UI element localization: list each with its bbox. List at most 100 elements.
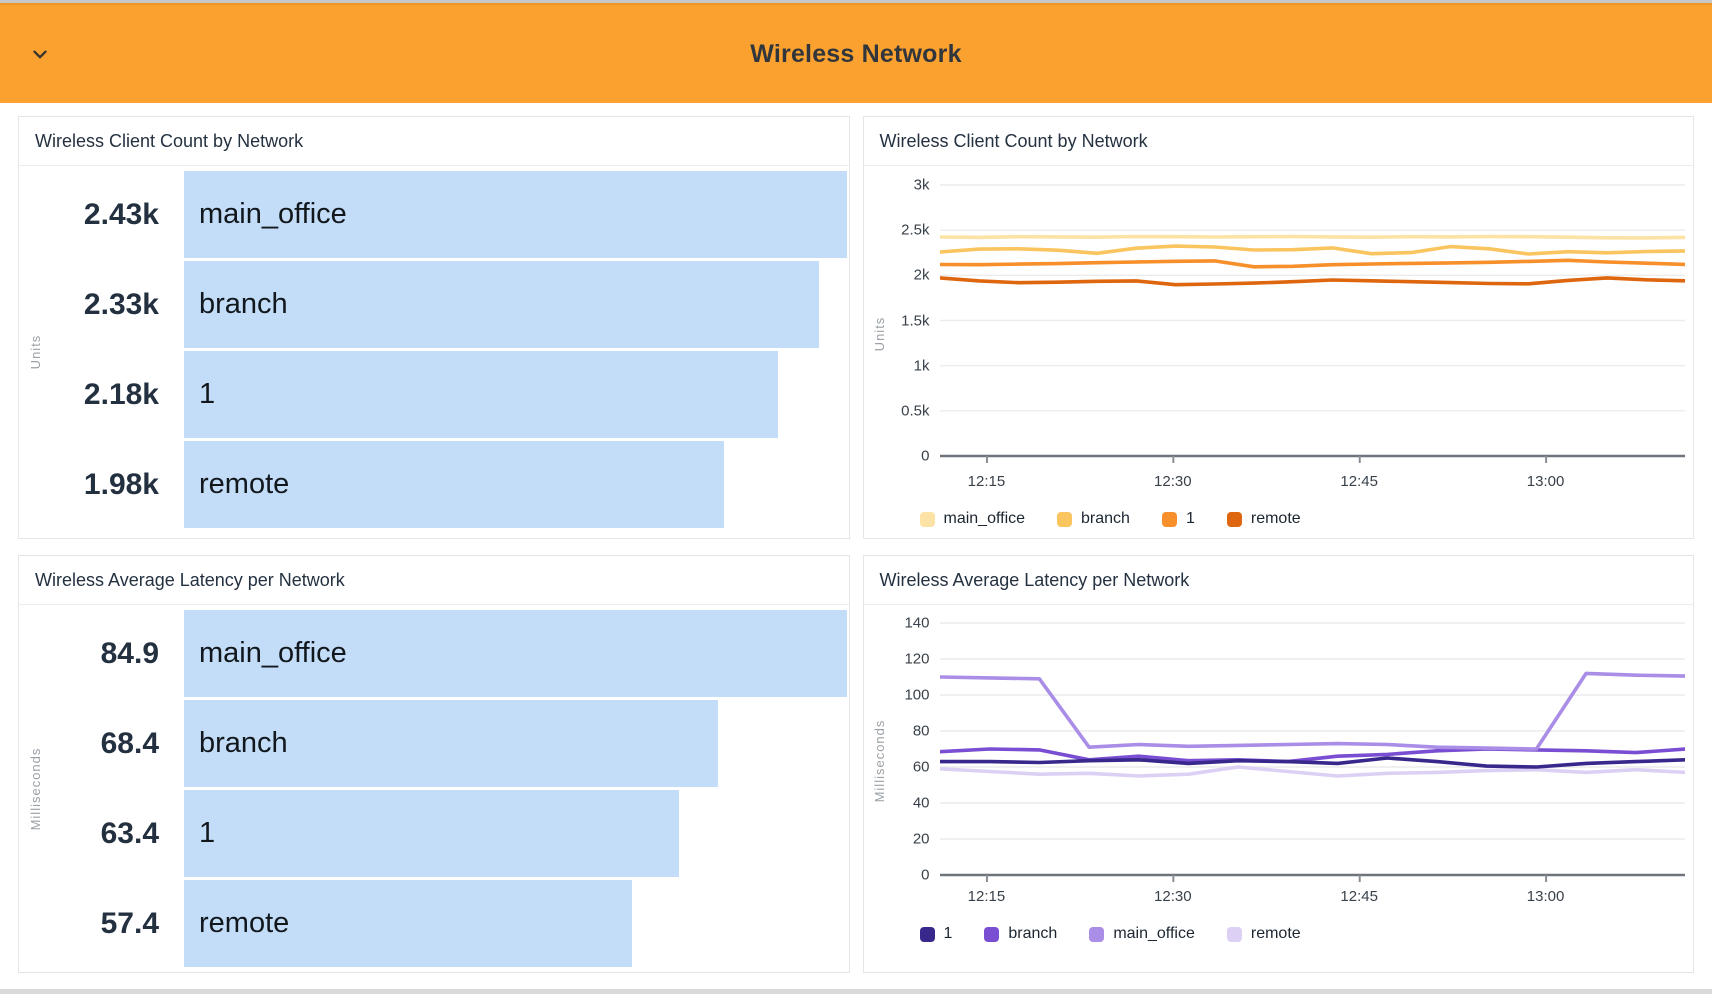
bar-category-label: 1 [199, 817, 216, 849]
y-tick-label: 1k [913, 357, 930, 375]
legend-item-branch[interactable]: branch [984, 925, 1057, 943]
legend-swatch [984, 926, 1000, 942]
series-line-remote [940, 278, 1686, 285]
panel-latency-line: Wireless Average Latency per Network Mil… [862, 555, 1694, 973]
panel-title: Wireless Client Count by Network [863, 117, 1693, 166]
bar-value-label: 2.33k [83, 287, 159, 321]
series-line-branch [940, 246, 1686, 254]
legend: main_office branch 1 remote [919, 510, 1694, 528]
legend-item-main_office[interactable]: main_office [1089, 925, 1195, 943]
legend-item-1[interactable]: 1 [919, 925, 952, 943]
y-tick-label: 100 [904, 686, 930, 704]
panel-body: Milliseconds 0 20 40 60 80 100 120 140 12:15 12:30… [864, 605, 1694, 972]
bar-category-label: branch [199, 288, 288, 320]
panel-body: Milliseconds 84.9 main_office 68.4 branch 63.… [19, 605, 849, 972]
x-tick-label: 12:45 [1340, 473, 1378, 490]
bar-row: 2.43k main_office [19, 171, 847, 258]
legend-label: remote [1250, 925, 1301, 942]
panel-title: Wireless Average Latency per Network [19, 556, 849, 605]
series-line-main_office [940, 237, 1686, 238]
bar-rows: 2.43k main_office 2.33k branch 2.18k 1 1.98k re… [19, 166, 849, 533]
bar: branch [184, 261, 820, 348]
series-line-1 [940, 758, 1686, 767]
bar: 1 [184, 790, 679, 877]
legend-swatch [919, 926, 935, 942]
x-tick-label: 12:15 [967, 473, 1006, 490]
legend-swatch [1057, 511, 1073, 527]
bar-track: main_office [184, 610, 847, 697]
x-tick-label: 13:00 [1526, 473, 1565, 490]
bar-row: 57.4 remote [19, 880, 847, 967]
line-chart: Units 0 0.5k 1k 1.5k 2k 2.5k 3k 12:15 12:30 12:45 1… [864, 166, 1694, 496]
x-tick-label: 13:00 [1526, 888, 1565, 905]
legend-item-1[interactable]: 1 [1161, 510, 1195, 528]
y-tick-label: 0.5k [901, 402, 930, 420]
y-axis-label-column: Milliseconds [868, 611, 890, 911]
legend-item-main_office[interactable]: main_office [919, 510, 1026, 528]
y-tick-label: 140 [904, 614, 930, 632]
x-tick-row: 12:15 12:30 12:45 13:00 [940, 470, 1686, 496]
dashboard-title: Wireless Network [750, 39, 962, 68]
y-tick-label: 80 [912, 722, 930, 740]
dashboard-header[interactable]: Wireless Network [0, 3, 1712, 103]
bar: main_office [184, 171, 847, 258]
legend-swatch [919, 511, 935, 527]
legend-label: branch [1081, 510, 1130, 527]
panel-client-count-line: Wireless Client Count by Network Units 0 0… [862, 116, 1694, 539]
y-axis-label: Milliseconds [871, 719, 887, 803]
y-axis-label: Units [28, 334, 43, 370]
bar-value-label: 57.4 [100, 906, 159, 940]
x-tick-label: 12:15 [967, 888, 1006, 905]
bar-row: 63.4 1 [19, 790, 847, 877]
series-line-1 [940, 260, 1686, 267]
legend-label: main_office [943, 510, 1026, 527]
bar-track: remote [184, 880, 847, 967]
bar: main_office [184, 610, 847, 697]
bar-track: 1 [184, 790, 847, 877]
line-chart: Milliseconds 0 20 40 60 80 100 120 140 12:15 12:30… [864, 605, 1694, 911]
y-tick-label: 120 [904, 650, 930, 668]
legend-item-remote[interactable]: remote [1226, 510, 1301, 528]
chevron-down-icon[interactable] [26, 40, 54, 68]
bar-track: main_office [184, 171, 847, 258]
bar-category-label: branch [199, 727, 288, 759]
series-line-branch [940, 749, 1686, 762]
y-tick-label: 0 [921, 866, 930, 884]
panel-title: Wireless Average Latency per Network [863, 556, 1693, 605]
legend-label: main_office [1113, 925, 1195, 942]
line-chart-svg [940, 172, 1686, 468]
legend-item-remote[interactable]: remote [1226, 925, 1301, 943]
bar-rows: 84.9 main_office 68.4 branch 63.4 1 57.4 remote [19, 605, 849, 972]
y-tick-column: 0 0.5k 1k 1.5k 2k 2.5k 3k [890, 172, 940, 468]
y-tick-label: 1.5k [901, 312, 930, 329]
line-chart-svg [940, 611, 1686, 883]
bar-value-label: 2.18k [83, 377, 159, 411]
dashboard-grid: Wireless Client Count by Network Units 2.… [0, 103, 1712, 973]
y-tick-label: 3k [913, 176, 930, 194]
bar-track: branch [184, 261, 847, 348]
x-tick-label: 12:45 [1340, 888, 1378, 905]
y-axis-label-column: Units [868, 172, 890, 496]
bar: branch [184, 700, 718, 787]
legend-swatch [1161, 511, 1177, 527]
plot-area: 12:15 12:30 12:45 13:00 [940, 172, 1686, 496]
panel-body: Units 0 0.5k 1k 1.5k 2k 2.5k 3k 12:15 12:30 12:45 1… [864, 166, 1694, 538]
legend-item-branch[interactable]: branch [1057, 510, 1130, 528]
y-tick-column: 0 20 40 60 80 100 120 140 [890, 611, 940, 884]
bar-category-label: remote [199, 907, 290, 939]
y-axis-label: Units [871, 316, 887, 352]
bar-track: branch [184, 700, 847, 787]
bar-row: 1.98k remote [19, 441, 847, 528]
bar: remote [184, 880, 632, 967]
panel-latency-bar: Wireless Average Latency per Network Mil… [18, 555, 850, 973]
bar-category-label: 1 [199, 378, 216, 410]
y-tick-label: 20 [912, 830, 930, 848]
x-tick-row: 12:15 12:30 12:45 13:00 [940, 885, 1686, 911]
panel-body: Units 2.43k main_office 2.33k branch 2.18k 1 1.… [19, 166, 849, 538]
bar-row: 68.4 branch [19, 700, 847, 787]
bar-value-label: 2.43k [83, 197, 159, 231]
bar-category-label: main_office [199, 637, 347, 669]
bar-row: 2.33k branch [19, 261, 847, 348]
bar-value-label: 63.4 [100, 816, 159, 850]
legend-swatch [1089, 926, 1105, 942]
